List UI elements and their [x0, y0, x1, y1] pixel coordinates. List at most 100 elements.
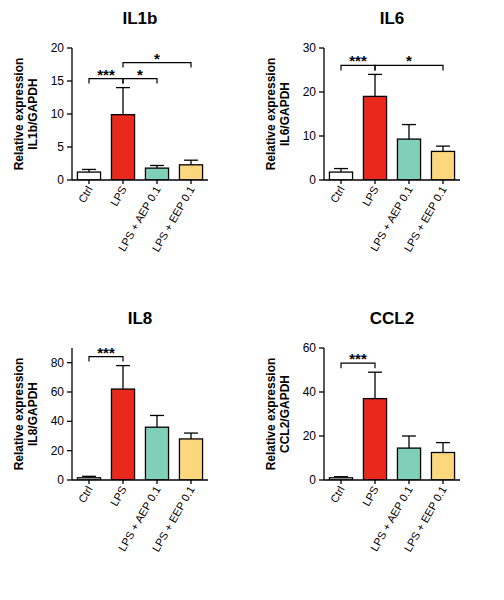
error-cap: [116, 87, 130, 88]
x-tick: [374, 480, 375, 484]
y-tick: [319, 347, 324, 348]
bar: [111, 115, 134, 180]
x-tick-label: Ctrl: [76, 484, 95, 505]
error-bar: [82, 169, 96, 172]
error-line: [408, 436, 409, 448]
error-bar: [334, 477, 348, 478]
error-cap: [184, 160, 198, 161]
significance-label: ***: [349, 52, 367, 69]
y-axis-label-line: CCL2/GAPDH: [278, 375, 292, 453]
bar: [179, 439, 202, 480]
y-tick: [319, 47, 324, 48]
y-axis: [71, 348, 72, 480]
error-bar: [402, 436, 416, 448]
error-line: [374, 74, 375, 96]
panel: IL6Relative expressionIL6/GAPDH0102030Ct…: [264, 9, 460, 254]
x-tick: [88, 180, 89, 184]
y-tick-label: 80: [51, 356, 65, 370]
y-tick: [319, 435, 324, 436]
error-cap: [150, 415, 164, 416]
error-line: [122, 88, 123, 115]
bar: [431, 453, 454, 481]
y-axis-label-line: Relative expression: [12, 58, 26, 171]
significance-bracket: *: [375, 52, 443, 70]
figure: IL1bRelative expressionIL1b/GAPDH0510152…: [0, 0, 504, 600]
x-tick: [190, 180, 191, 184]
y-tick: [319, 391, 324, 392]
significance-label: ***: [97, 344, 115, 361]
bar: [111, 389, 134, 480]
x-axis: [324, 479, 460, 480]
significance-bracket: ***: [89, 344, 123, 362]
bar: [329, 172, 352, 180]
y-axis-label-line: Relative expression: [264, 358, 278, 471]
y-tick: [319, 479, 324, 480]
error-line: [122, 366, 123, 389]
chart-title: IL1b: [123, 9, 158, 28]
y-tick-label: 20: [51, 41, 65, 55]
x-tick-label: LPS + EEP 0.1: [150, 184, 197, 254]
error-cap: [116, 365, 130, 366]
error-bar: [150, 415, 164, 427]
marks: [77, 366, 202, 480]
chart-title: IL6: [380, 9, 405, 28]
error-cap: [184, 432, 198, 433]
y-tick: [319, 179, 324, 180]
x-tick: [122, 180, 123, 184]
chart-title: CCL2: [370, 309, 414, 328]
x-tick-label: LPS: [108, 184, 129, 208]
marks: [329, 372, 454, 480]
y-axis-label: Relative expressionIL8/GAPDH: [12, 358, 40, 471]
error-cap: [334, 168, 348, 169]
y-tick: [67, 450, 72, 451]
y-tick-label: 20: [303, 429, 317, 443]
y-axis-label-line: IL6/GAPDH: [278, 82, 292, 146]
significance-label: *: [406, 52, 412, 69]
y-tick-label: 10: [303, 129, 317, 143]
x-tick: [374, 180, 375, 184]
y-tick: [67, 391, 72, 392]
x-tick: [156, 480, 157, 484]
x-tick: [340, 480, 341, 484]
y-tick-label: 0: [57, 173, 64, 187]
y-tick-label: 5: [57, 140, 64, 154]
y-tick-label: 60: [51, 385, 65, 399]
error-line: [156, 415, 157, 427]
panel: CCL2Relative expressionCCL2/GAPDH0204060…: [264, 309, 460, 554]
y-tick-label: 40: [303, 385, 317, 399]
x-tick: [340, 180, 341, 184]
x-tick: [442, 480, 443, 484]
x-tick-label: Ctrl: [328, 484, 347, 505]
panel: IL8Relative expressionIL8/GAPDH020406080…: [12, 309, 208, 554]
x-tick: [408, 180, 409, 184]
significance-bracket: *: [123, 50, 191, 68]
error-bar: [334, 169, 348, 173]
significance-bracket: *: [123, 66, 157, 84]
error-line: [190, 160, 191, 165]
significance-label: ***: [349, 350, 367, 367]
significance-label: ***: [97, 66, 115, 83]
y-axis-label-line: Relative expression: [12, 358, 26, 471]
y-tick-label: 15: [51, 74, 65, 88]
bar: [363, 96, 386, 180]
error-bar: [116, 366, 130, 389]
y-tick: [67, 421, 72, 422]
y-tick: [319, 135, 324, 136]
x-axis: [72, 179, 208, 180]
y-tick: [67, 479, 72, 480]
error-bar: [402, 125, 416, 140]
y-tick-label: 40: [51, 414, 65, 428]
x-tick-label: LPS + EEP 0.1: [402, 484, 449, 554]
y-tick-label: 20: [303, 85, 317, 99]
y-tick: [67, 179, 72, 180]
y-tick-label: 10: [51, 107, 65, 121]
error-cap: [402, 435, 416, 436]
x-tick-label: LPS + EEP 0.1: [150, 484, 197, 554]
error-cap: [368, 74, 382, 75]
bar: [363, 399, 386, 480]
error-line: [408, 125, 409, 140]
x-tick-label: Ctrl: [328, 184, 347, 205]
error-cap: [436, 145, 450, 146]
error-cap: [150, 165, 164, 166]
panel: IL1bRelative expressionIL1b/GAPDH0510152…: [12, 9, 208, 254]
